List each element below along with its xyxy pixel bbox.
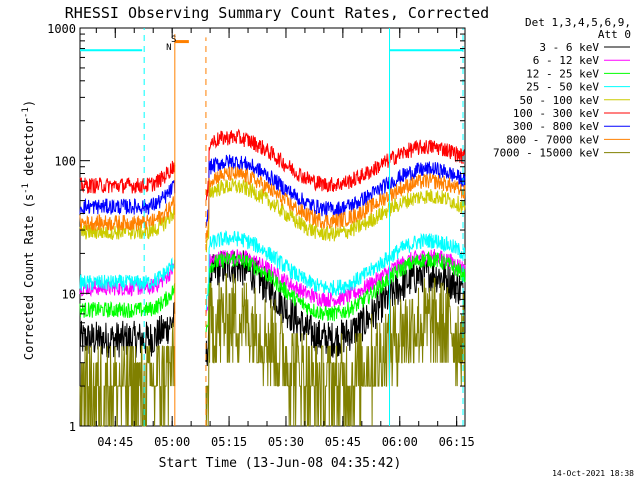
- y-tick-label: 1000: [47, 22, 76, 36]
- annotation-s: S: [171, 35, 176, 45]
- series-line-8-seg1: [79, 196, 176, 232]
- legend-label-9: 7000 - 15000 keV: [493, 147, 599, 160]
- x-tick-label: 06:00: [382, 435, 418, 449]
- timestamp: 14-Oct-2021 18:38: [552, 469, 634, 478]
- legend-label-1: 3 - 6 keV: [539, 41, 599, 54]
- legend-header-line: Det 1,3,4,5,6,9,: [525, 16, 631, 29]
- y-axis-label-main: Corrected Count Rate (s: [22, 194, 36, 360]
- x-tick-label: 05:30: [268, 435, 304, 449]
- series-line-3-seg2: [205, 251, 466, 334]
- series-line-5-seg2: [205, 178, 466, 253]
- y-tick-label: 100: [54, 155, 76, 169]
- series-line-2-seg1: [79, 263, 176, 298]
- x-axis-label: Start Time (13-Jun-08 04:35:42): [159, 456, 402, 471]
- series-line-6-seg2: [205, 128, 465, 201]
- legend-label-7: 300 - 800 keV: [513, 120, 599, 133]
- x-tick-label: 05:15: [211, 435, 247, 449]
- y-tick-label: 1: [69, 420, 76, 434]
- series-line-4-seg2: [205, 230, 466, 310]
- x-tick-label: 05:45: [325, 435, 361, 449]
- series-line-6-seg1: [79, 160, 176, 194]
- y-axis-label-sup2: -1: [21, 107, 31, 118]
- series-line-8-seg2: [205, 165, 466, 243]
- series-line-9-seg1: [79, 322, 176, 427]
- y-axis-label-sup1: -1: [21, 183, 31, 194]
- y-tick-label: 10: [62, 287, 76, 301]
- series-line-3-seg1: [79, 283, 176, 319]
- y-axis-label-mid: detector: [22, 118, 36, 183]
- series-line-1-seg2: [205, 250, 466, 367]
- annotation-n: N: [166, 43, 171, 53]
- chart-title: RHESSI Observing Summary Count Rates, Co…: [65, 4, 489, 22]
- x-tick-label: 04:45: [97, 435, 133, 449]
- y-axis-label-end: ): [22, 100, 36, 107]
- legend-label-4: 25 - 50 keV: [526, 81, 599, 94]
- legend-header-line: Att 0: [598, 28, 631, 41]
- legend-label-5: 50 - 100 keV: [520, 94, 600, 107]
- legend-label-2: 6 - 12 keV: [533, 54, 600, 67]
- legend-label-8: 800 - 7000 keV: [506, 133, 599, 146]
- series-line-4-seg1: [79, 257, 176, 291]
- legend-label-3: 12 - 25 keV: [526, 67, 599, 80]
- series-line-7-seg2: [205, 154, 466, 227]
- x-tick-label: 05:00: [154, 435, 190, 449]
- series-line-7-seg1: [79, 180, 176, 216]
- series-line-9-seg2: [205, 273, 466, 427]
- x-tick-label: 06:15: [439, 435, 475, 449]
- y-axis-label: Corrected Count Rate (s-1 detector-1): [21, 100, 36, 360]
- legend-label-6: 100 - 300 keV: [513, 107, 599, 120]
